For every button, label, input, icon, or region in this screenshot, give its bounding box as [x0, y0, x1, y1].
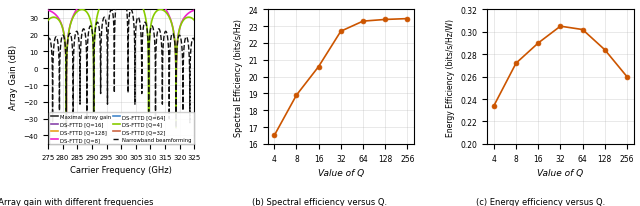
Narrowband beamforming [44, 40, 52, 43]
DS-FTTD [Q=8] [63, 127, 70, 129]
Line: DS-FTTD [Q=8]: DS-FTTD [Q=8] [48, 0, 195, 128]
DS-FTTD [Q=16] [44, 0, 52, 2]
Narrowband beamforming [132, 28, 140, 30]
Text: (c) Energy efficiency versus Q.: (c) Energy efficiency versus Q. [476, 197, 605, 206]
DS-FTTD [Q=4] [44, 20, 52, 22]
Narrowband beamforming [164, 46, 172, 49]
Narrowband beamforming [100, 17, 108, 20]
Text: (a) Array gain with different frequencies: (a) Array gain with different frequencie… [0, 197, 154, 206]
Text: (b) Spectral efficiency versus Q.: (b) Spectral efficiency versus Q. [252, 197, 388, 206]
DS-FTTD [Q=4] [100, 0, 108, 1]
DS-FTTD [Q=8] [154, 0, 161, 2]
DS-FTTD [Q=8] [191, 10, 198, 12]
Legend: Maximal array gain, DS-FTTD [Q=16], DS-FTTD [Q=128], DS-FTTD [Q=8], DS-FTTD [Q=6: Maximal array gain, DS-FTTD [Q=16], DS-F… [49, 112, 194, 144]
DS-FTTD [Q=8] [71, 13, 79, 15]
X-axis label: Carrier Frequency (GHz): Carrier Frequency (GHz) [70, 165, 172, 174]
DS-FTTD [Q=4] [71, 14, 79, 17]
DS-FTTD [Q=4] [154, 10, 161, 13]
DS-FTTD [Q=8] [44, 10, 52, 12]
Y-axis label: Energy Efficiency (bits/s/Hz/W): Energy Efficiency (bits/s/Hz/W) [446, 19, 455, 136]
Line: DS-FTTD [Q=16]: DS-FTTD [Q=16] [48, 0, 195, 1]
Narrowband beamforming [191, 40, 198, 43]
Y-axis label: Spectral Efficiency (bits/s/Hz): Spectral Efficiency (bits/s/Hz) [234, 19, 243, 136]
Narrowband beamforming [63, 127, 70, 129]
DS-FTTD [Q=8] [164, 14, 172, 16]
DS-FTTD [Q=4] [63, 127, 70, 129]
DS-FTTD [Q=16] [191, 0, 198, 2]
Y-axis label: Array Gain (dB): Array Gain (dB) [9, 45, 18, 110]
Narrowband beamforming [71, 39, 79, 41]
Narrowband beamforming [140, 27, 147, 30]
Line: Narrowband beamforming: Narrowband beamforming [48, 0, 195, 128]
DS-FTTD [Q=4] [164, 15, 172, 18]
X-axis label: Value of Q: Value of Q [317, 168, 364, 177]
X-axis label: Value of Q: Value of Q [537, 168, 584, 177]
DS-FTTD [Q=4] [140, 8, 147, 11]
DS-FTTD [Q=4] [191, 20, 198, 22]
Narrowband beamforming [154, 32, 161, 35]
Line: DS-FTTD [Q=4]: DS-FTTD [Q=4] [48, 0, 195, 128]
